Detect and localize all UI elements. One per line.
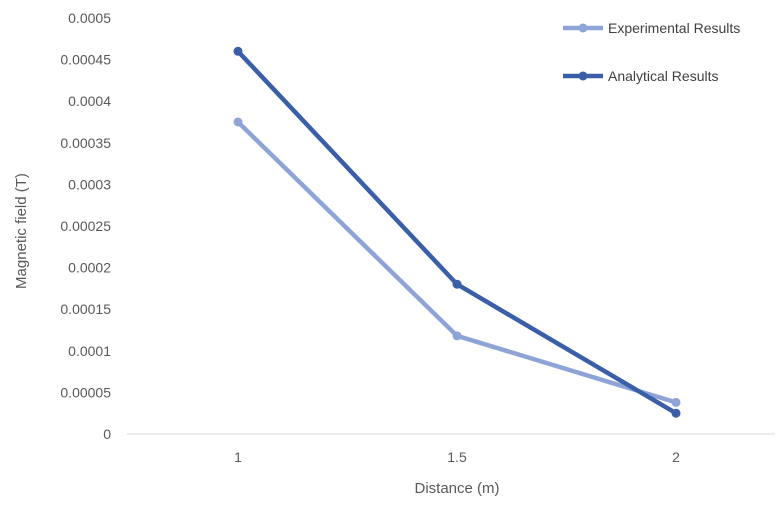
data-point (671, 397, 681, 407)
y-tick-label: 0.0005 (68, 10, 111, 26)
legend-label: Experimental Results (608, 20, 740, 36)
legend-item: Analytical Results (563, 68, 719, 84)
y-tick-label: 0.00005 (60, 384, 111, 400)
series-line-analytical (235, 49, 679, 416)
y-tick-label: 0.00035 (60, 135, 111, 151)
data-point (671, 408, 681, 418)
y-tick-label: 0.00045 (60, 52, 111, 68)
y-axis-title: Magnetic field (T) (13, 173, 30, 289)
y-axis-ticks: 0 0.00005 0.0001 0.00015 0.0002 0.00025 0.0003… (60, 10, 111, 442)
y-tick-label: 0.00015 (60, 301, 111, 317)
series-line-experimental (235, 119, 679, 405)
legend-item: Experimental Results (563, 20, 740, 36)
data-point (452, 279, 462, 289)
y-tick-label: 0.0004 (68, 93, 111, 109)
y-tick-label: 0 (103, 426, 111, 442)
x-tick-label: 2 (672, 449, 680, 465)
x-tick-label: 1 (234, 449, 242, 465)
legend-swatch-marker (578, 71, 588, 81)
y-tick-label: 0.0001 (68, 343, 111, 359)
y-tick-label: 0.00025 (60, 218, 111, 234)
x-tick-label: 1.5 (447, 449, 467, 465)
y-tick-label: 0.0003 (68, 176, 111, 192)
legend-swatch-marker (578, 23, 588, 33)
x-axis-ticks: 1 1.5 2 (234, 449, 680, 465)
legend-label: Analytical Results (608, 68, 719, 84)
chart-legend: Experimental Results Analytical Results (563, 20, 740, 84)
data-point (452, 331, 462, 341)
data-point (233, 46, 243, 56)
series-lines (233, 46, 681, 418)
x-axis-title: Distance (m) (414, 480, 499, 497)
y-tick-label: 0.0002 (68, 260, 111, 276)
data-point (233, 117, 243, 127)
